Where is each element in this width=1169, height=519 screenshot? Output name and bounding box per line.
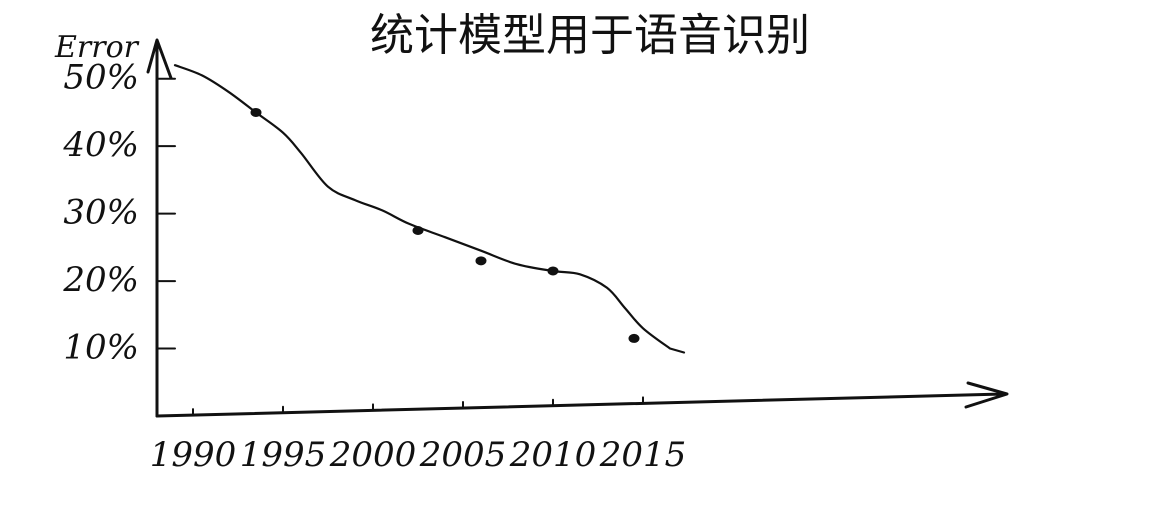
data-point [628, 333, 640, 343]
data-point [412, 226, 424, 235]
chart-title: 统计模型用于语音识别 [370, 10, 810, 61]
y-axis [146, 38, 173, 418]
x-tick-label: 2005 [419, 435, 507, 475]
x-tick-label: 1990 [150, 435, 237, 475]
y-tick-label: 30% [63, 193, 139, 233]
x-tick-label: 1995 [240, 435, 327, 475]
y-tick-label: 40% [62, 125, 139, 165]
x-tick-label: 2015 [599, 435, 687, 475]
y-tick-group: 50% 40% 30% 20% 10% [62, 58, 176, 368]
y-axis-label: Error [54, 30, 140, 65]
x-axis [155, 381, 1009, 418]
x-tick-group: 1990 1995 2000 2005 2010 2015 [150, 396, 687, 475]
y-tick-label: 20% [62, 260, 139, 300]
y-tick-label: 50% [63, 58, 139, 98]
y-tick-label: 10% [63, 328, 139, 368]
data-point [547, 266, 559, 276]
x-tick-label: 2010 [509, 435, 597, 475]
x-tick-label: 2000 [329, 435, 417, 475]
data-point-group [250, 107, 640, 343]
data-point [475, 256, 487, 266]
data-point [250, 107, 262, 117]
error-curve [173, 64, 686, 354]
